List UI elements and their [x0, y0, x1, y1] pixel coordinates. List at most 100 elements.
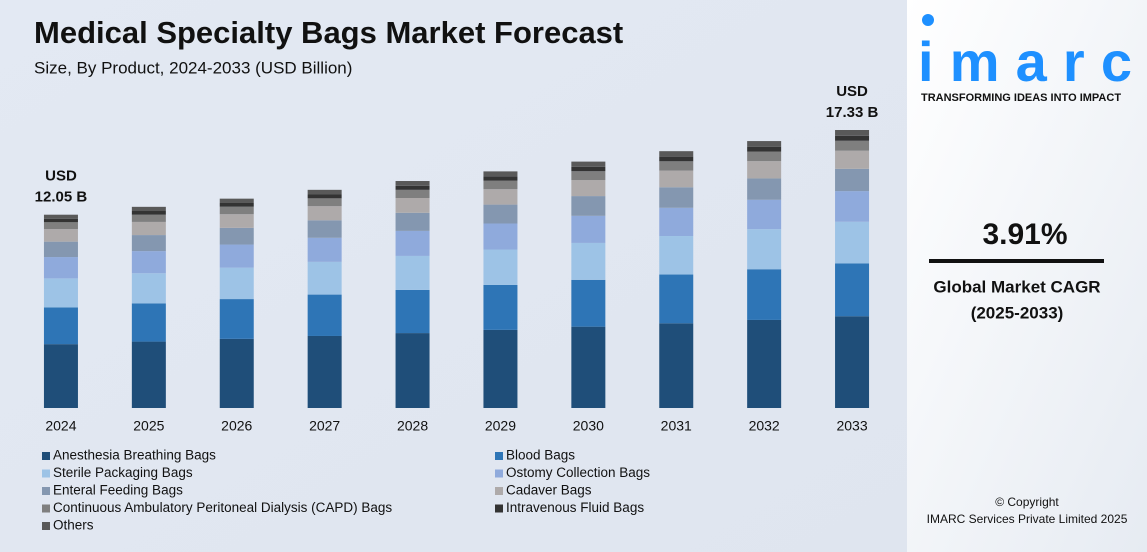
- x-tick-label: 2024: [45, 418, 76, 434]
- legend-label: Blood Bags: [506, 448, 575, 463]
- bar-segment: [307, 206, 342, 221]
- tagline: TRANSFORMING IDEAS INTO IMPACT: [921, 92, 1121, 104]
- chart-title: Medical Specialty Bags Market Forecast: [34, 15, 623, 50]
- bar-segment: [219, 244, 254, 268]
- legend-swatch: [42, 504, 50, 513]
- legend-label: Others: [53, 518, 94, 533]
- bar-segment: [307, 189, 342, 195]
- x-tick-label: 2033: [836, 418, 867, 434]
- x-tick-label: 2027: [309, 418, 340, 434]
- bar-segment: [659, 323, 694, 408]
- bar-total-annotation: USD: [836, 83, 868, 100]
- bar-segment: [747, 229, 782, 270]
- bar-segment: [131, 206, 166, 212]
- bar-segment: [747, 141, 782, 147]
- bar-segment: [835, 150, 870, 169]
- legend-swatch: [495, 469, 503, 478]
- bar-segment: [571, 161, 606, 167]
- bar-segment: [395, 212, 430, 231]
- bar-segment: [571, 326, 606, 408]
- legend-swatch: [495, 504, 503, 513]
- bar-segment: [571, 279, 606, 327]
- bar-segment: [747, 178, 782, 200]
- bar-segment: [747, 151, 782, 162]
- x-tick-label: 2030: [573, 418, 604, 434]
- bar-segment: [483, 176, 518, 181]
- bar-segment: [659, 236, 694, 275]
- bar-segment: [131, 221, 166, 236]
- bar-segment: [483, 189, 518, 205]
- sidebar-background: [907, 0, 1147, 552]
- legend-label: Intravenous Fluid Bags: [506, 500, 644, 515]
- bar-segment: [747, 199, 782, 230]
- bar-segment: [131, 303, 166, 342]
- bar-segment: [395, 255, 430, 290]
- bar-segment: [43, 229, 78, 242]
- bar-segment: [307, 261, 342, 295]
- legend-swatch: [42, 487, 50, 495]
- bar-segment: [835, 316, 870, 408]
- bar-segment: [43, 278, 78, 308]
- legend-label: Enteral Feeding Bags: [53, 483, 183, 498]
- bar-segment: [483, 249, 518, 285]
- bar-segment: [659, 151, 694, 157]
- bar-segment: [571, 180, 606, 197]
- bar-segment: [395, 181, 430, 186]
- bar-segment: [43, 257, 78, 279]
- bar-segment: [747, 319, 782, 408]
- bar-segment: [219, 227, 254, 245]
- x-tick-label: 2029: [485, 418, 516, 434]
- bar-segment: [659, 170, 694, 188]
- bar-segment: [43, 307, 78, 345]
- bar-segment: [483, 204, 518, 224]
- bar-segment: [571, 171, 606, 181]
- legend-label: Ostomy Collection Bags: [506, 465, 650, 480]
- bar-segment: [835, 168, 870, 192]
- bar-segment: [307, 335, 342, 408]
- bar-segment: [571, 215, 606, 243]
- bar-segment: [219, 267, 254, 300]
- bar-segment: [307, 294, 342, 336]
- bar-segment: [43, 218, 78, 223]
- bar-segment: [131, 214, 166, 222]
- bar-segment: [395, 198, 430, 213]
- bar-segment: [219, 214, 254, 228]
- bar-segment: [131, 273, 166, 304]
- bar-total-annotation: 17.33 B: [826, 104, 879, 121]
- bar-segment: [395, 230, 430, 256]
- bar-segment: [835, 263, 870, 317]
- bar-segment: [131, 251, 166, 274]
- bar-total-annotation: USD: [45, 168, 77, 185]
- legend-swatch: [42, 522, 50, 530]
- divider: [929, 259, 1104, 263]
- company: IMARC Services Private Limited 2025: [927, 512, 1128, 526]
- bar-segment: [483, 223, 518, 250]
- bar-segment: [835, 140, 870, 151]
- bar-segment: [835, 221, 870, 264]
- bar-segment: [395, 289, 430, 334]
- bar-segment: [307, 220, 342, 238]
- bar-segment: [395, 185, 430, 190]
- legend-label: Cadaver Bags: [506, 483, 592, 498]
- bar-segment: [835, 130, 870, 136]
- x-tick-label: 2025: [133, 418, 164, 434]
- bar-segment: [571, 242, 606, 280]
- bar-total-annotation: 12.05 B: [35, 189, 88, 206]
- bar-segment: [43, 214, 78, 219]
- bar-segment: [659, 156, 694, 162]
- bar-segment: [307, 237, 342, 262]
- x-tick-label: 2031: [661, 418, 692, 434]
- bar-segment: [483, 171, 518, 177]
- bar-segment: [747, 146, 782, 152]
- bar-segment: [483, 284, 518, 330]
- chart-subtitle: Size, By Product, 2024-2033 (USD Billion…: [34, 58, 352, 77]
- bar-segment: [43, 241, 78, 258]
- bar-segment: [571, 166, 606, 172]
- bar-segment: [219, 202, 254, 207]
- bar-segment: [659, 187, 694, 208]
- legend-swatch: [42, 452, 50, 460]
- bar-segment: [43, 344, 78, 408]
- bar-segment: [395, 189, 430, 199]
- cagr-period: (2025-2033): [971, 303, 1064, 322]
- bar-segment: [219, 198, 254, 203]
